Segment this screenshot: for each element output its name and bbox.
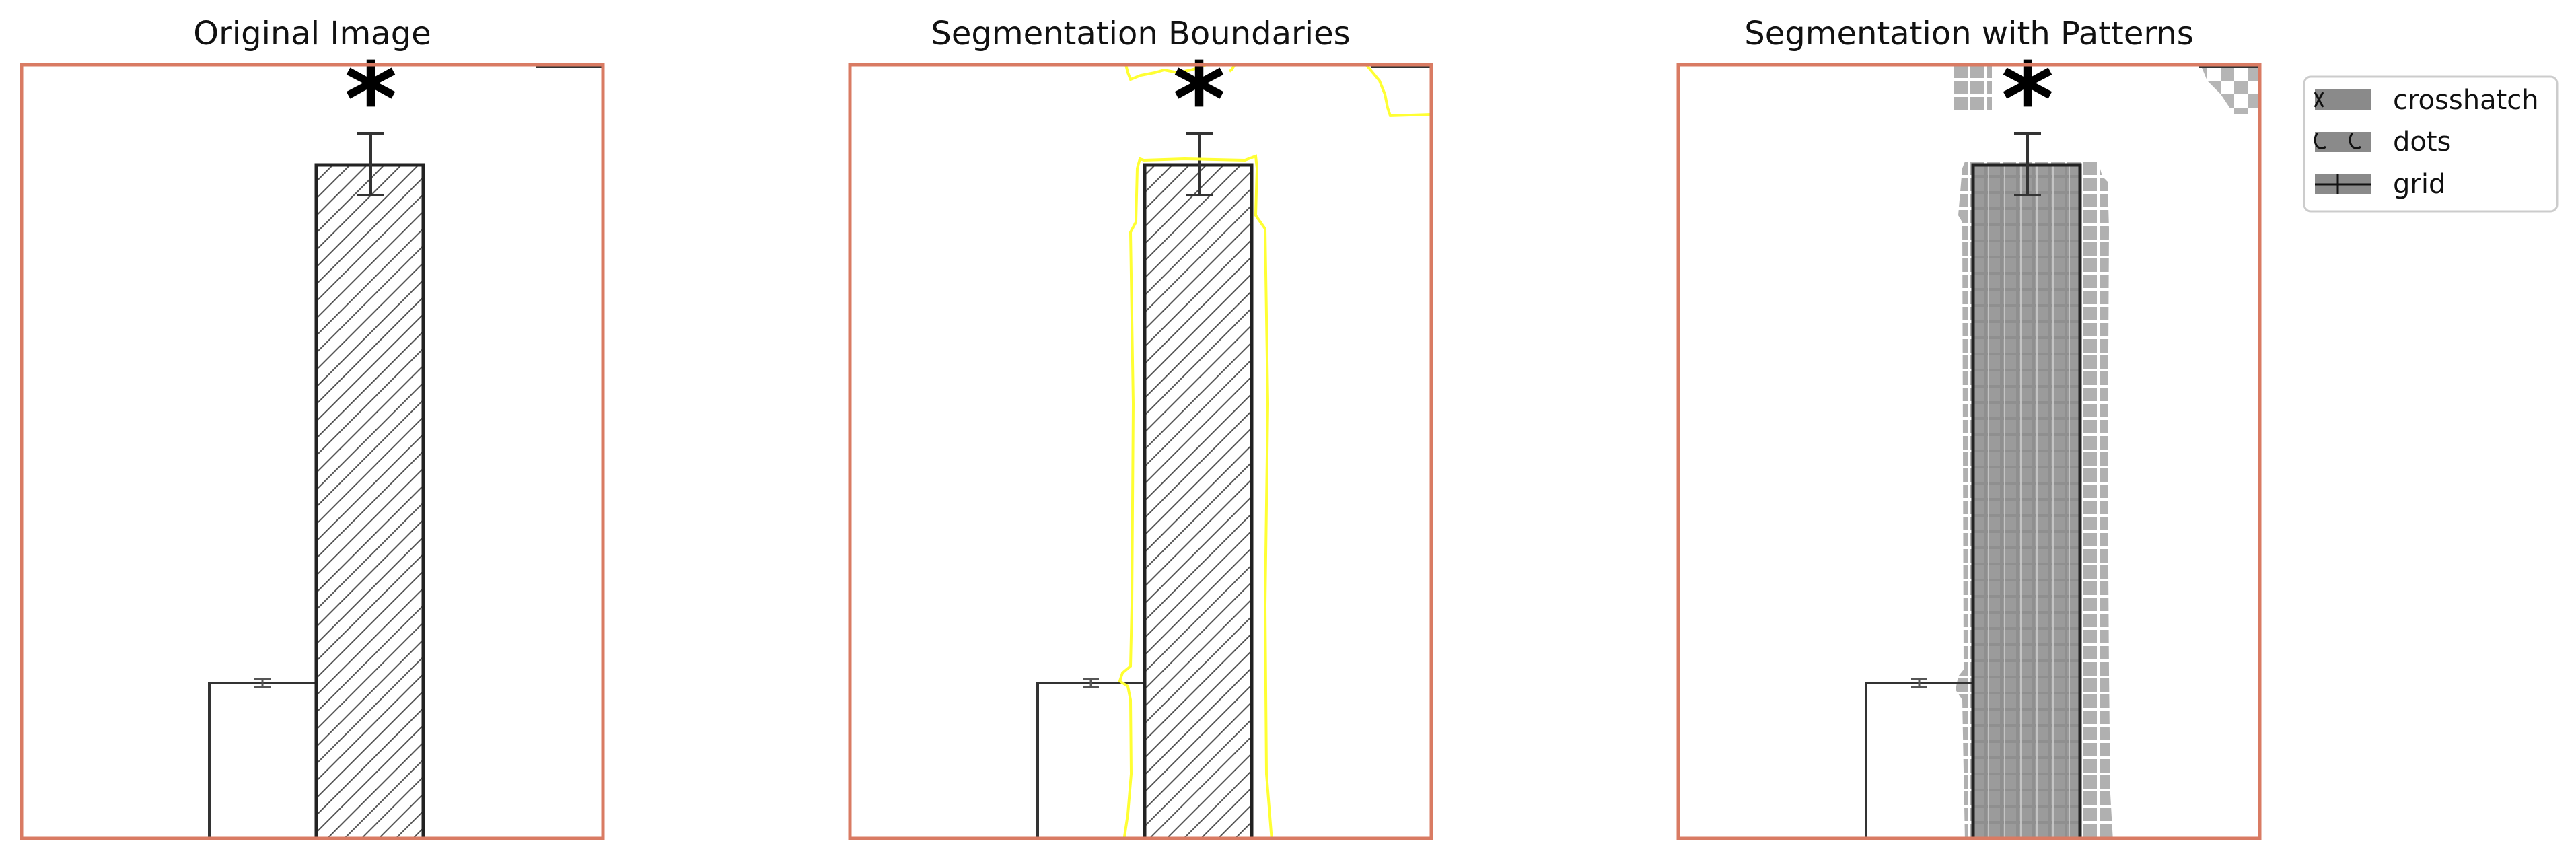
- significance-star: *: [1173, 42, 1225, 159]
- panel-patterns: Segmentation with Patterns: [1676, 15, 2262, 840]
- tall-bar: [314, 163, 425, 838]
- small-bar: [1865, 678, 1973, 838]
- legend-label: dots: [2393, 127, 2451, 157]
- legend-label: crosshatch: [2393, 85, 2539, 116]
- error-bar: [1186, 132, 1213, 196]
- crosshatch-icon: [2314, 89, 2371, 110]
- panel-frame: [20, 63, 605, 840]
- panel-title: Segmentation Boundaries: [931, 15, 1350, 52]
- dots-icon: [2314, 132, 2371, 152]
- segmentation-boundary: [1118, 65, 1431, 838]
- panel-boundaries: Segmentation Boundaries: [848, 15, 1433, 840]
- panel-title: Segmentation with Patterns: [1744, 15, 2193, 52]
- panel-title: Original Image: [193, 15, 431, 52]
- panel-frame: [1676, 63, 2262, 840]
- panel-original: Original Image *: [20, 15, 605, 840]
- small-bar: [1036, 678, 1145, 838]
- legend-item: grid: [2315, 169, 2445, 200]
- grid-icon: [2315, 174, 2371, 194]
- legend-label: grid: [2393, 169, 2445, 200]
- error-bar: [2014, 132, 2041, 196]
- significance-star: *: [2001, 42, 2054, 159]
- checker-pattern-patch: [2201, 65, 2260, 114]
- legend-item: crosshatch: [2314, 85, 2539, 116]
- error-bar: [357, 132, 384, 196]
- legend-item: dots: [2314, 127, 2451, 157]
- legend: crosshatch dots grid: [2303, 75, 2559, 213]
- grid-pattern-patch: [1952, 65, 1992, 112]
- panel-frame: [848, 63, 1433, 840]
- tall-bar: [1143, 163, 1254, 838]
- small-bar: [208, 678, 316, 838]
- significance-star: *: [345, 42, 397, 159]
